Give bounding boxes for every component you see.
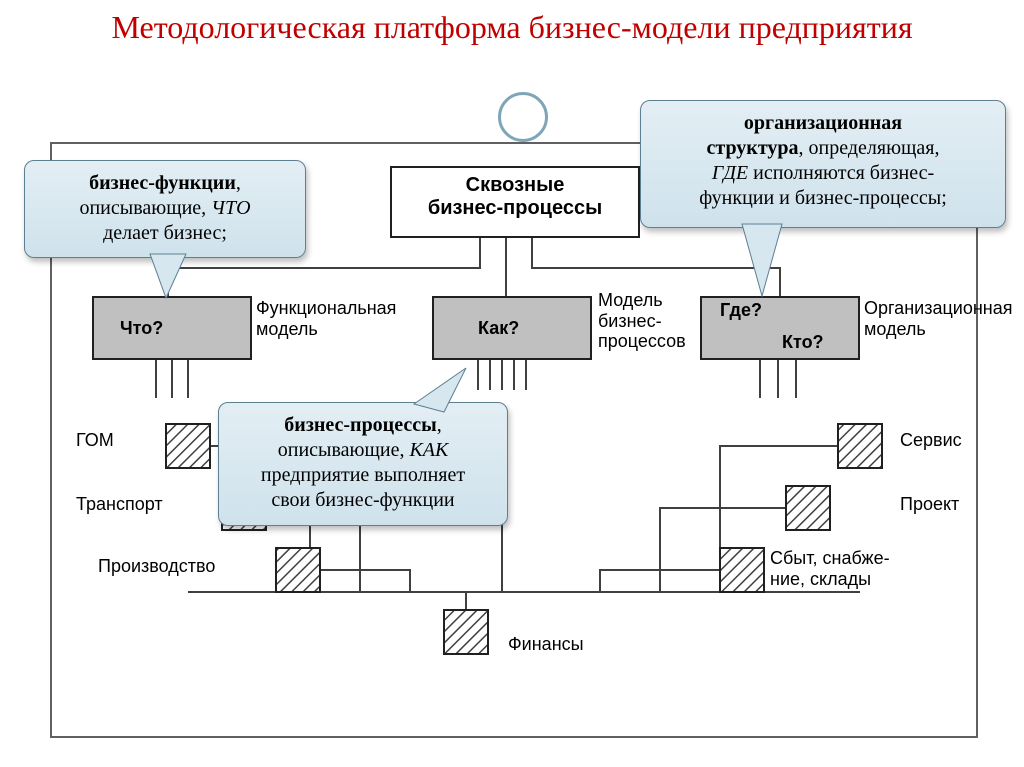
leaf-gom: ГОМ [76, 430, 114, 451]
leaf-transport: Транспорт [76, 494, 163, 515]
node-what-side: Функциональнаямодель [256, 298, 396, 339]
leaf-sales: Сбыт, снабже- ние, склады [770, 548, 890, 589]
callout-org-text: организационнаяструктура, определяющая,Г… [699, 112, 947, 209]
node-where-side: Организационнаямодель [864, 298, 1012, 339]
node-label-l2: бизнес-процессы [428, 197, 602, 219]
node-what-q: Что? [120, 318, 163, 339]
node-how-side: Модельбизнес-процессов [598, 290, 686, 352]
callout-proc-text: бизнес-процессы,описывающие, КАКпредприя… [261, 414, 465, 511]
node-where-q1: Где? [720, 300, 762, 321]
leaf-project: Проект [900, 494, 959, 515]
leaf-service: Сервис [900, 430, 962, 451]
node-what [92, 296, 252, 360]
decor-circle [498, 92, 548, 142]
node-how-q: Как? [478, 318, 519, 339]
callout-functions: бизнес-функции,описывающие, ЧТОделает би… [24, 160, 306, 258]
leaf-production: Производство [98, 556, 215, 577]
leaf-finance: Финансы [508, 634, 584, 655]
callout-processes: бизнес-процессы,описывающие, КАКпредприя… [218, 402, 508, 526]
node-through-processes: Сквозные бизнес-процессы [390, 166, 640, 238]
node-label-l1: Сквозные [466, 174, 565, 196]
callout-orgstructure: организационнаяструктура, определяющая,Г… [640, 100, 1006, 228]
page-title: Методологическая платформа бизнес-модели… [62, 8, 962, 46]
callout-functions-text: бизнес-функции,описывающие, ЧТОделает би… [79, 172, 250, 244]
node-where-q2: Кто? [782, 332, 824, 353]
